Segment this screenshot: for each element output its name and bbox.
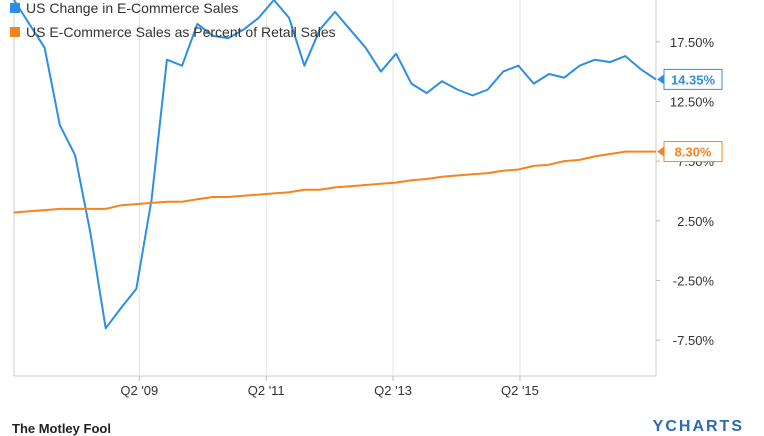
series-line-1 xyxy=(13,150,656,214)
motley-fool-logo: The Motley Fool xyxy=(12,421,111,436)
x-tick-label: Q2 '15 xyxy=(501,383,539,398)
legend-swatch-orange xyxy=(10,27,20,37)
y-tick-label: 12.50% xyxy=(670,94,715,109)
end-value-pointer-1 xyxy=(657,146,664,157)
legend-label-ecommerce-percent: US E-Commerce Sales as Percent of Retail… xyxy=(26,24,336,40)
end-value-label-1: 8.30% xyxy=(675,145,712,160)
series-lines xyxy=(13,0,657,330)
legend-item-ecommerce-percent: US E-Commerce Sales as Percent of Retail… xyxy=(10,20,336,44)
grid-lines xyxy=(13,0,660,381)
x-tick-label: Q2 '09 xyxy=(120,383,158,398)
end-value-pointer-0 xyxy=(657,74,664,85)
legend-item-ecommerce-change: US Change in E-Commerce Sales xyxy=(10,0,336,20)
series-line-0 xyxy=(13,0,657,330)
y-tick-label: 2.50% xyxy=(677,214,714,229)
x-tick-label: Q2 '11 xyxy=(248,383,285,398)
y-tick-label: -2.50% xyxy=(673,274,715,289)
end-value-label-0: 14.35% xyxy=(671,72,716,87)
legend: US Change in E-Commerce Sales US E-Comme… xyxy=(10,0,336,44)
legend-label-ecommerce-change: US Change in E-Commerce Sales xyxy=(26,0,239,16)
x-tick-label: Q2 '13 xyxy=(374,383,412,398)
y-tick-label: -7.50% xyxy=(673,333,715,348)
legend-swatch-blue xyxy=(10,3,20,13)
y-tick-label: 17.50% xyxy=(670,35,715,50)
ycharts-logo: YCHARTS xyxy=(652,418,744,435)
